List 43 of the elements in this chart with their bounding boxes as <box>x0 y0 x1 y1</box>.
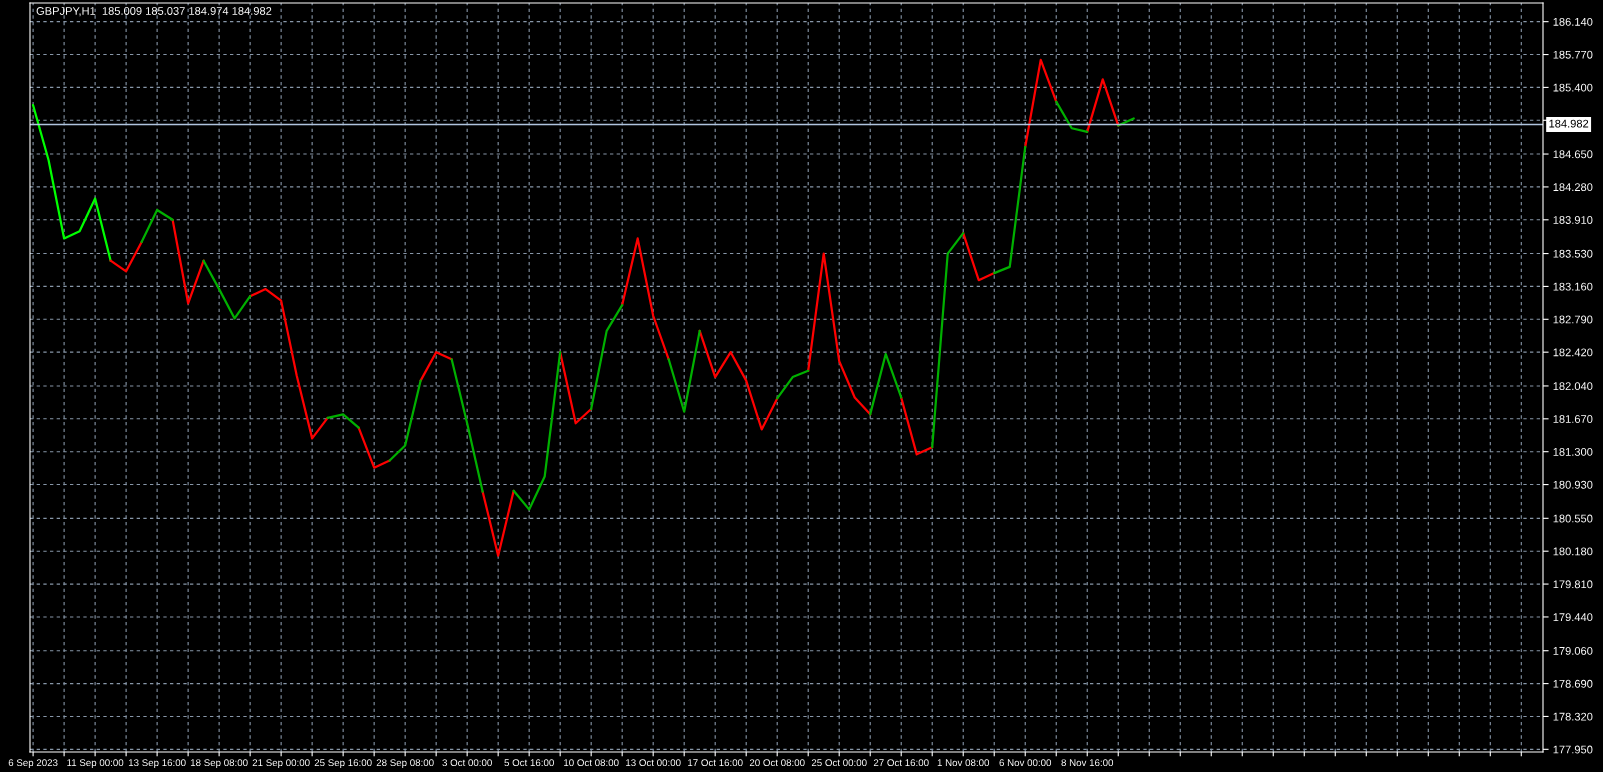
y-tick-label: 178.320 <box>1553 712 1593 721</box>
x-tick-label: 21 Sep 00:00 <box>252 759 310 769</box>
y-tick-label: 184.650 <box>1553 150 1593 159</box>
y-tick-label: 186.140 <box>1553 17 1593 26</box>
x-tick-label: 6 Sep 2023 <box>8 759 58 769</box>
x-tick-label: 3 Oct 00:00 <box>442 759 492 767</box>
y-tick-label: 182.040 <box>1553 382 1593 391</box>
line-series <box>31 104 112 262</box>
x-tick-label: 11 Sep 00:00 <box>67 759 124 769</box>
x-tick-label: 13 Sep 16:00 <box>128 759 186 769</box>
x-tick-label: 17 Oct 16:00 <box>688 759 743 767</box>
y-tick-label: 178.690 <box>1553 679 1593 688</box>
x-tick-label: 20 Oct 08:00 <box>749 759 805 767</box>
chart-title: GBPJPY,H1 185.009 185.037 184.974 184.982 <box>36 7 272 17</box>
y-tick-label: 179.810 <box>1553 580 1593 589</box>
y-tick-label: 185.770 <box>1553 50 1593 59</box>
y-tick-label: 181.670 <box>1553 415 1593 423</box>
y-tick-label: 182.420 <box>1553 348 1593 357</box>
x-tick-label: 18 Sep 08:00 <box>190 759 248 769</box>
y-tick-label: 184.280 <box>1553 183 1593 192</box>
y-tick-label: 179.440 <box>1553 613 1593 622</box>
x-tick-label: 5 Oct 16:00 <box>504 759 554 767</box>
y-tick-label: 180.930 <box>1553 480 1593 489</box>
x-tick-label: 27 Oct 16:00 <box>873 759 929 767</box>
y-tick-label: 181.300 <box>1553 447 1593 456</box>
x-tick-label: 25 Sep 16:00 <box>314 759 372 769</box>
x-tick-label: 13 Oct 00:00 <box>626 759 681 767</box>
y-tick-label: 185.400 <box>1553 83 1593 92</box>
y-tick-label: 180.180 <box>1553 547 1593 556</box>
x-tick-label: 25 Oct 00:00 <box>811 759 867 767</box>
y-tick-label: 183.160 <box>1553 282 1593 291</box>
y-tick-label: 180.550 <box>1553 514 1593 523</box>
y-tick-label: 182.790 <box>1553 315 1593 324</box>
y-tick-label: 183.530 <box>1553 249 1593 258</box>
x-tick-label: 10 Oct 08:00 <box>564 759 619 767</box>
x-tick-label: 28 Sep 08:00 <box>376 759 434 769</box>
x-tick-label: 1 Nov 08:00 <box>937 759 990 767</box>
x-tick-label: 8 Nov 16:00 <box>1061 759 1114 767</box>
y-tick-label: 177.950 <box>1553 745 1593 754</box>
y-tick-label: 179.060 <box>1553 646 1593 655</box>
x-tick-label: 6 Nov 00:00 <box>999 759 1052 767</box>
ref-line-label: 184.982 <box>1549 119 1589 128</box>
y-tick-label: 183.910 <box>1553 216 1593 224</box>
